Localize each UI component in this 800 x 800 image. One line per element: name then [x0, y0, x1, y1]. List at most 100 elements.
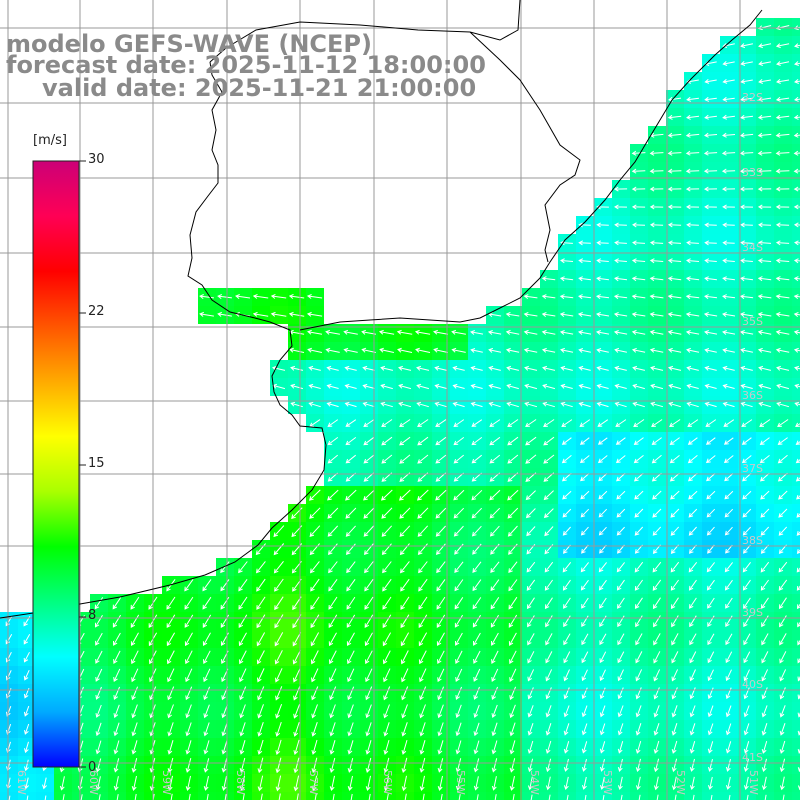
wind-arrow — [651, 454, 662, 464]
wind-arrow — [707, 687, 714, 700]
wind-arrow — [597, 437, 608, 445]
wind-cell — [792, 702, 800, 720]
wind-arrow — [383, 668, 391, 683]
wind-arrow — [794, 43, 800, 49]
wind-arrow — [363, 507, 375, 519]
wind-arrow — [742, 526, 751, 536]
wind-arrow — [652, 526, 662, 536]
wind-arrow — [761, 633, 769, 646]
wind-arrow — [722, 383, 735, 389]
wind-arrow — [332, 793, 335, 800]
wind-arrow — [653, 723, 660, 736]
wind-arrow — [95, 740, 102, 755]
wind-arrow — [381, 507, 393, 519]
wind-arrow — [454, 597, 464, 610]
wind-arrow — [757, 168, 772, 174]
wind-arrow — [184, 579, 194, 592]
wind-arrow — [722, 222, 735, 228]
wind-arrow — [704, 96, 717, 102]
wind-arrow — [597, 455, 608, 464]
wind-arrow — [704, 132, 718, 138]
wind-arrow — [542, 365, 556, 371]
wind-arrow — [581, 651, 589, 664]
wind-arrow — [365, 775, 371, 792]
wind-arrow — [113, 722, 120, 737]
wind-arrow — [757, 312, 772, 317]
wind-arrow — [505, 312, 520, 317]
wind-arrow — [383, 722, 390, 737]
wind-arrow — [346, 632, 355, 647]
wind-arrow — [687, 419, 699, 427]
wind-arrow — [794, 365, 800, 371]
wind-arrow — [437, 650, 445, 665]
wind-arrow — [470, 365, 483, 371]
wind-arrow — [596, 258, 609, 264]
wind-arrow — [506, 383, 519, 390]
wind-arrow — [455, 704, 462, 719]
wind-arrow — [131, 704, 138, 719]
wind-arrow — [347, 668, 355, 683]
wind-arrow — [706, 473, 716, 482]
wind-arrow — [562, 526, 571, 536]
wind-arrow — [434, 365, 447, 371]
wind-arrow — [743, 615, 751, 628]
wind-arrow — [418, 596, 428, 610]
wind-arrow — [306, 311, 323, 317]
wind-arrow — [739, 132, 754, 138]
wind-arrow — [578, 330, 592, 335]
wind-arrow — [778, 579, 788, 591]
wind-arrow — [578, 365, 591, 371]
wind-arrow — [239, 775, 245, 792]
wind-arrow — [238, 579, 248, 592]
wind-arrow — [278, 793, 281, 800]
wind-arrow — [795, 458, 800, 464]
wind-arrow — [526, 526, 536, 537]
wind-arrow — [380, 383, 393, 390]
wind-arrow — [794, 96, 800, 102]
wind-arrow — [599, 723, 606, 736]
wind-arrow — [741, 419, 753, 427]
wind-arrow — [383, 757, 390, 774]
wind-arrow — [310, 578, 320, 592]
wind-arrow — [759, 455, 770, 464]
wind-arrow — [775, 168, 790, 174]
wind-arrow — [401, 704, 408, 719]
wind-arrow — [523, 294, 538, 299]
longitude-label: 61W — [15, 770, 28, 795]
wind-arrow — [293, 739, 300, 756]
wind-arrow — [545, 669, 553, 682]
wind-arrow — [615, 437, 626, 445]
wind-arrow — [746, 794, 749, 800]
wind-arrow — [599, 633, 607, 646]
wind-arrow — [740, 204, 754, 210]
wind-arrow — [473, 632, 481, 646]
wind-arrow — [761, 740, 768, 754]
wind-arrow — [113, 776, 119, 791]
wind-arrow — [725, 741, 732, 754]
wind-arrow — [563, 687, 570, 700]
wind-arrow — [758, 240, 772, 246]
wind-arrow — [380, 489, 393, 501]
wind-arrow — [775, 150, 790, 156]
wind-arrow — [614, 258, 627, 264]
wind-arrow — [796, 494, 800, 500]
wind-arrow — [796, 549, 800, 554]
wind-arrow — [635, 740, 642, 754]
wind-arrow — [329, 668, 337, 683]
wind-cell — [324, 792, 342, 800]
wind-arrow — [526, 561, 536, 573]
wind-arrow — [455, 776, 461, 791]
wind-arrow — [686, 114, 700, 120]
wind-arrow — [793, 204, 800, 210]
wind-arrow — [293, 686, 301, 701]
wind-arrow — [793, 312, 800, 317]
wind-arrow — [686, 222, 699, 228]
wind-arrow — [365, 650, 373, 665]
wind-arrow — [383, 704, 390, 719]
wind-arrow — [778, 561, 788, 573]
wind-arrow — [671, 705, 678, 718]
wind-arrow — [491, 722, 498, 737]
wind-arrow — [687, 472, 698, 482]
wind-arrow — [399, 543, 410, 556]
wind-arrow — [561, 419, 573, 427]
